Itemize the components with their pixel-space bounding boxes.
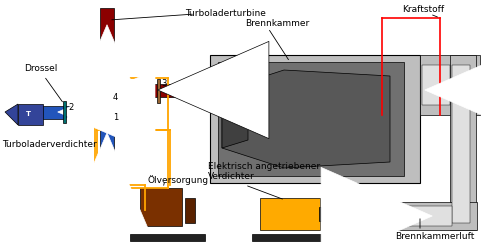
Text: 4: 4 (113, 92, 118, 102)
Bar (63, 101, 66, 123)
Text: 3: 3 (161, 79, 166, 87)
Bar (18, 104, 43, 125)
Bar (30, 106, 100, 119)
Polygon shape (93, 196, 121, 212)
Bar (130, 234, 205, 241)
Text: T: T (25, 111, 30, 117)
Bar (218, 62, 404, 176)
Text: 1: 1 (113, 113, 118, 122)
Bar (372, 206, 452, 226)
Bar (452, 65, 470, 223)
Bar (140, 188, 182, 226)
Text: 2: 2 (68, 103, 73, 111)
Bar (93, 190, 121, 196)
Polygon shape (222, 90, 248, 148)
Bar (96, 97, 118, 102)
Text: Drossel: Drossel (24, 64, 58, 73)
Ellipse shape (93, 81, 121, 99)
Bar (114, 84, 282, 97)
Bar (422, 65, 450, 105)
Text: Turboladerturbine: Turboladerturbine (185, 9, 266, 18)
Bar (322, 196, 354, 232)
Text: Brennkammer: Brennkammer (245, 19, 309, 28)
Bar (210, 55, 420, 183)
Bar (100, 102, 114, 190)
Bar (252, 234, 367, 241)
Bar (185, 198, 195, 223)
Bar (96, 72, 118, 77)
Bar (450, 55, 476, 230)
Bar (370, 202, 477, 230)
Bar (420, 55, 480, 115)
Ellipse shape (92, 102, 122, 124)
Text: Ölversorgung: Ölversorgung (148, 175, 209, 185)
Polygon shape (222, 70, 390, 168)
Bar (97, 212, 117, 217)
Text: Elektrisch angetriebener
Verdichter: Elektrisch angetriebener Verdichter (208, 162, 320, 181)
Bar (319, 207, 324, 221)
Text: Turboladerverdichter: Turboladerverdichter (2, 140, 97, 149)
Bar (100, 8, 114, 80)
Polygon shape (5, 104, 18, 125)
Bar (260, 198, 320, 230)
Text: Brennkammerluft: Brennkammerluft (395, 232, 474, 241)
Bar (157, 79, 160, 103)
Text: Kraftstoff: Kraftstoff (402, 5, 444, 14)
